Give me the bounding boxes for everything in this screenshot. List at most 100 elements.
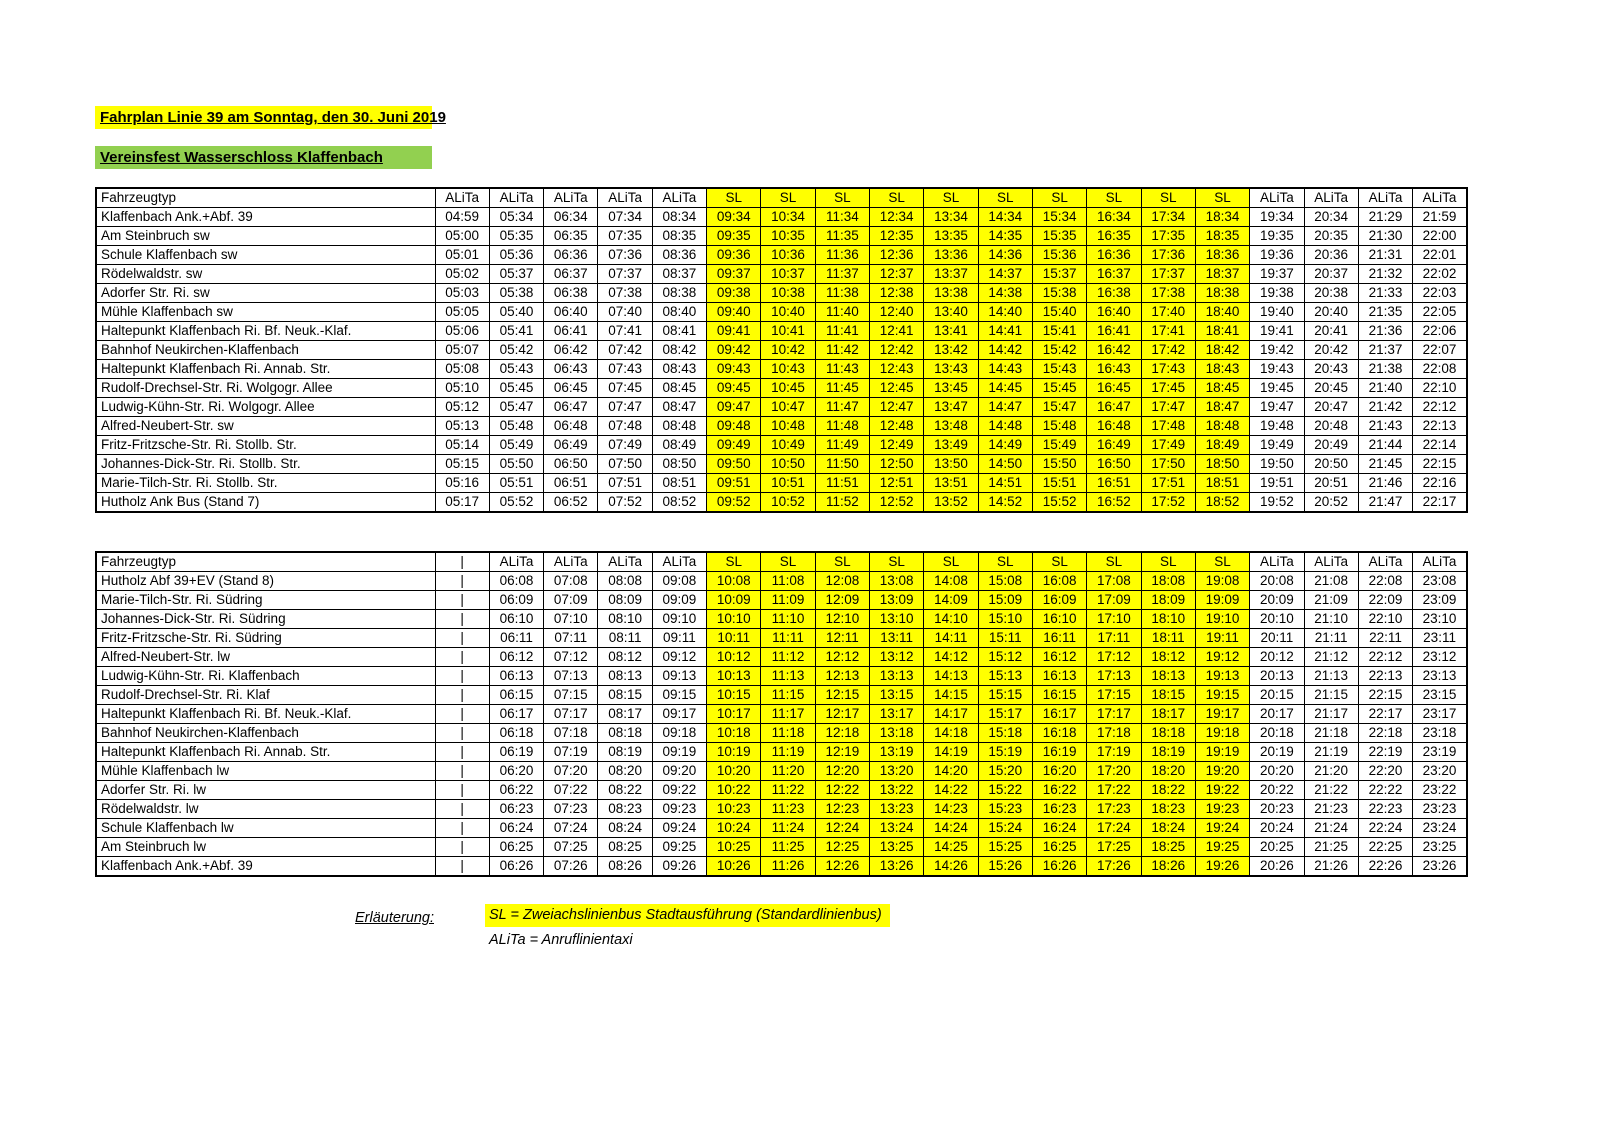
departure-time-cell: 23:22	[1412, 780, 1468, 800]
departure-time-cell: 12:37	[868, 264, 925, 284]
departure-time-cell: 16:25	[1031, 837, 1088, 857]
departure-time-cell: 07:22	[543, 780, 599, 800]
vehicle-type-header: ALiTa	[1303, 187, 1359, 208]
vehicle-type-header: ALiTa	[1249, 551, 1305, 572]
departure-time-cell: 13:42	[923, 340, 979, 360]
departure-time-cell: 11:47	[814, 397, 871, 417]
departure-time-cell: 15:36	[1031, 245, 1088, 265]
departure-time-cell: 19:37	[1249, 264, 1305, 284]
departure-time-cell: 20:43	[1303, 359, 1359, 379]
stop-name-cell: Adorfer Str. Ri. lw	[95, 780, 436, 800]
stop-row: Haltepunkt Klaffenbach Ri. Bf. Neuk.-Kla…	[95, 704, 1468, 724]
departure-time-cell: 05:43	[488, 359, 545, 379]
departure-time-cell: 18:49	[1194, 435, 1251, 455]
departure-time-cell: 18:43	[1194, 359, 1251, 379]
departure-time-cell: 18:17	[1140, 704, 1196, 724]
departure-time-cell: 07:49	[597, 435, 653, 455]
departure-time-cell: 20:10	[1249, 609, 1305, 629]
departure-time-cell: 12:50	[868, 454, 925, 474]
departure-time-cell: 08:20	[597, 761, 653, 781]
departure-time-cell: |	[434, 723, 490, 743]
departure-time-cell: 21:19	[1303, 742, 1359, 762]
departure-time-cell: 19:12	[1194, 647, 1251, 667]
departure-time-cell: 19:26	[1194, 856, 1251, 877]
departure-time-cell: 12:24	[814, 818, 871, 838]
departure-time-cell: 16:43	[1086, 359, 1142, 379]
vehicle-type-header: ALiTa	[488, 187, 545, 208]
stop-name-cell: Rudolf-Drechsel-Str. Ri. Klaf	[95, 685, 436, 705]
departure-time-cell: 10:37	[760, 264, 816, 284]
vehicle-type-header: SL	[1140, 551, 1196, 572]
stop-name-cell: Hutholz Abf 39+EV (Stand 8)	[95, 571, 436, 591]
departure-time-cell: 13:25	[868, 837, 925, 857]
departure-time-cell: 11:49	[814, 435, 871, 455]
stop-name-cell: Mühle Klaffenbach sw	[95, 302, 436, 322]
departure-time-cell: 10:22	[706, 780, 762, 800]
departure-time-cell: 14:24	[923, 818, 979, 838]
departure-time-cell: 11:48	[814, 416, 871, 436]
departure-time-cell: 08:10	[597, 609, 653, 629]
departure-time-cell: 09:13	[651, 666, 708, 686]
vehicle-type-header: SL	[1086, 187, 1142, 208]
departure-time-cell: 09:25	[651, 837, 708, 857]
stop-row: Klaffenbach Ank.+Abf. 39 04:59 05:34 06:34 0…	[95, 207, 1468, 227]
departure-time-cell: 17:24	[1086, 818, 1142, 838]
vehicle-type-header: ALiTa	[597, 551, 653, 572]
departure-time-cell: 11:11	[760, 628, 816, 648]
departure-time-cell: 17:10	[1086, 609, 1142, 629]
departure-time-cell: 22:07	[1412, 340, 1468, 360]
departure-time-cell: 12:25	[814, 837, 871, 857]
departure-time-cell: 20:35	[1303, 226, 1359, 246]
vehicle-type-corner-header: Fahrzeugtyp	[95, 187, 436, 208]
departure-time-cell: 10:43	[760, 359, 816, 379]
stop-row: Marie-Tilch-Str. Ri. Stollb. Str. 05:16 05…	[95, 473, 1468, 493]
departure-time-cell: 18:24	[1140, 818, 1196, 838]
departure-time-cell: |	[434, 837, 490, 857]
stop-name-cell: Alfred-Neubert-Str. lw	[95, 647, 436, 667]
departure-time-cell: 11:23	[760, 799, 816, 819]
departure-time-cell: 20:22	[1249, 780, 1305, 800]
departure-time-cell: 12:45	[868, 378, 925, 398]
departure-time-cell: 08:13	[597, 666, 653, 686]
departure-time-cell: 09:08	[651, 571, 708, 591]
departure-time-cell: |	[434, 856, 490, 877]
departure-time-cell: 17:51	[1140, 473, 1196, 493]
departure-time-cell: 21:33	[1357, 283, 1414, 303]
departure-time-cell: 14:19	[923, 742, 979, 762]
vehicle-type-header: ALiTa	[597, 187, 653, 208]
departure-time-cell: 21:30	[1357, 226, 1414, 246]
departure-time-cell: 16:18	[1031, 723, 1088, 743]
vehicle-type-header: ALiTa	[1412, 551, 1468, 572]
departure-time-cell: 19:36	[1249, 245, 1305, 265]
departure-time-cell: 23:15	[1412, 685, 1468, 705]
departure-time-cell: 21:11	[1303, 628, 1359, 648]
departure-time-cell: 19:19	[1194, 742, 1251, 762]
departure-time-cell: 14:49	[977, 435, 1033, 455]
departure-time-cell: 15:10	[977, 609, 1033, 629]
departure-time-cell: 15:09	[977, 590, 1033, 610]
departure-time-cell: 17:08	[1086, 571, 1142, 591]
departure-time-cell: 17:45	[1140, 378, 1196, 398]
departure-time-cell: 10:36	[760, 245, 816, 265]
departure-time-cell: 15:38	[1031, 283, 1088, 303]
departure-time-cell: |	[434, 685, 490, 705]
departure-time-cell: 17:12	[1086, 647, 1142, 667]
departure-time-cell: 19:50	[1249, 454, 1305, 474]
departure-time-cell: 05:40	[488, 302, 545, 322]
departure-time-cell: 19:23	[1194, 799, 1251, 819]
departure-time-cell: 22:13	[1357, 666, 1414, 686]
departure-time-cell: 08:15	[597, 685, 653, 705]
departure-time-cell: 06:11	[488, 628, 545, 648]
stop-name-cell: Ludwig-Kühn-Str. Ri. Klaffenbach	[95, 666, 436, 686]
stop-row: Haltepunkt Klaffenbach Ri. Bf. Neuk.-Kla…	[95, 321, 1468, 341]
departure-time-cell: 16:10	[1031, 609, 1088, 629]
departure-time-cell: 16:12	[1031, 647, 1088, 667]
departure-time-cell: 07:47	[597, 397, 653, 417]
departure-time-cell: 13:35	[923, 226, 979, 246]
departure-time-cell: 16:19	[1031, 742, 1088, 762]
departure-time-cell: 20:36	[1303, 245, 1359, 265]
vehicle-type-header: ALiTa	[651, 187, 708, 208]
departure-time-cell: 05:35	[488, 226, 545, 246]
departure-time-cell: 08:12	[597, 647, 653, 667]
departure-time-cell: 18:36	[1194, 245, 1251, 265]
